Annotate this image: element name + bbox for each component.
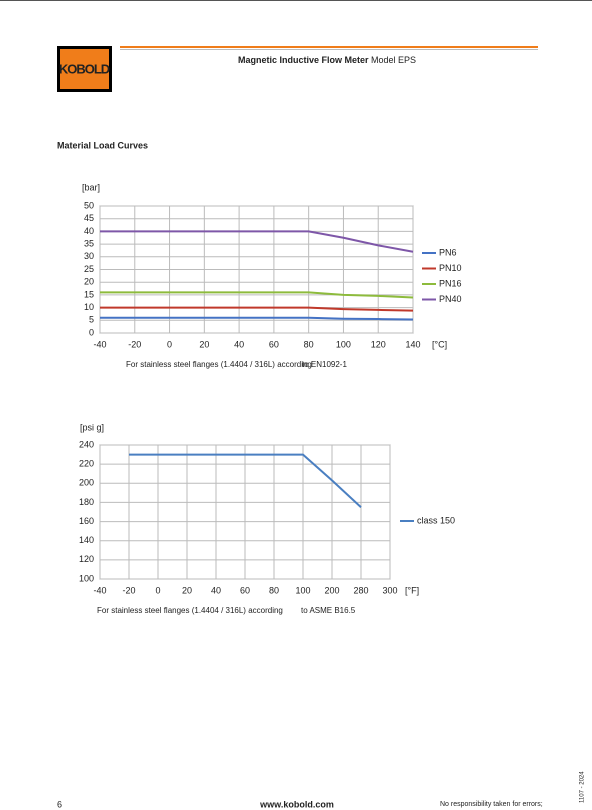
y-tick-label: 35 [84, 238, 94, 248]
y-tick-label: 220 [79, 459, 94, 469]
y-tick-label: 200 [79, 478, 94, 488]
x-tick-label: 40 [211, 585, 221, 595]
x-tick-label: -40 [93, 339, 106, 349]
x-tick-label: 60 [240, 585, 250, 595]
x-tick-label: 100 [336, 339, 351, 349]
section-title: Material Load Curves [57, 140, 148, 150]
caption: to EN1092-1 [302, 360, 347, 369]
y-tick-label: 240 [79, 439, 94, 449]
caption: to ASME B16.5 [301, 606, 356, 615]
series-line [100, 316, 414, 321]
x-tick-label: 20 [182, 585, 192, 595]
header-rule [120, 46, 538, 48]
y-axis-label: [bar] [82, 182, 100, 192]
series-line [129, 453, 362, 508]
x-tick-label: 20 [199, 339, 209, 349]
series-line [100, 306, 414, 312]
disclaimer: No responsibility taken for errors; [440, 801, 543, 808]
x-tick-label: -40 [93, 585, 106, 595]
page-number: 6 [57, 799, 62, 809]
y-tick-label: 50 [84, 200, 94, 210]
caption: For stainless steel flanges (1.4404 / 31… [126, 360, 312, 369]
y-tick-label: 40 [84, 226, 94, 236]
y-tick-label: 10 [84, 302, 94, 312]
x-tick-label: 80 [269, 585, 279, 595]
x-tick-label: 0 [155, 585, 160, 595]
x-tick-label: 80 [304, 339, 314, 349]
x-tick-label: 140 [405, 339, 420, 349]
legend-label: PN40 [439, 294, 462, 304]
header-rule [120, 49, 538, 50]
y-tick-label: 30 [84, 251, 94, 261]
y-tick-label: 100 [79, 573, 94, 583]
x-tick-label: 0 [167, 339, 172, 349]
x-tick-label: 40 [234, 339, 244, 349]
x-tick-label: 100 [295, 585, 310, 595]
x-tick-label: 280 [353, 585, 368, 595]
logo-fill [60, 49, 109, 89]
series-line [100, 291, 414, 299]
x-tick-label: 200 [324, 585, 339, 595]
legend-label: PN16 [439, 278, 462, 288]
logo-text: KOBOLD [59, 61, 110, 76]
y-tick-label: 0 [89, 327, 94, 337]
y-tick-label: 45 [84, 213, 94, 223]
title-rest: Model EPS [371, 55, 416, 65]
y-tick-label: 15 [84, 289, 94, 299]
x-tick-label: -20 [122, 585, 135, 595]
legend-label: PN6 [439, 247, 457, 257]
y-tick-label: 5 [89, 315, 94, 325]
x-axis-label: [°F] [405, 585, 419, 595]
x-tick-label: 300 [382, 585, 397, 595]
x-tick-label: 60 [269, 339, 279, 349]
website: www.kobold.com [259, 799, 334, 809]
y-tick-label: 120 [79, 554, 94, 564]
legend-label: class 150 [417, 515, 455, 525]
doc-code: 1107 - 2024 [580, 771, 586, 803]
y-tick-label: 140 [79, 535, 94, 545]
legend-label: PN10 [439, 263, 462, 273]
header-title: Magnetic Inductive Flow Meter Model EPS [238, 55, 416, 65]
caption: For stainless steel flanges (1.4404 / 31… [97, 606, 283, 615]
y-tick-label: 160 [79, 516, 94, 526]
series-line [100, 230, 414, 253]
title-bold: Magnetic Inductive Flow Meter [238, 55, 369, 65]
y-tick-label: 20 [84, 277, 94, 287]
y-tick-label: 180 [79, 497, 94, 507]
y-axis-label: [psi g] [80, 422, 104, 432]
x-tick-label: 120 [371, 339, 386, 349]
x-tick-label: -20 [128, 339, 141, 349]
x-axis-label: [°C] [432, 339, 447, 349]
y-tick-label: 25 [84, 264, 94, 274]
